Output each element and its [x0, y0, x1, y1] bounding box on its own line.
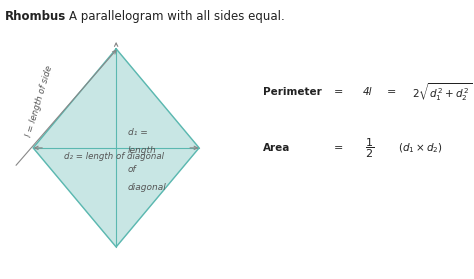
- Text: =: =: [334, 143, 344, 153]
- Text: -: -: [55, 10, 66, 23]
- Text: d₁ =: d₁ =: [128, 128, 148, 137]
- Text: Perimeter: Perimeter: [263, 87, 322, 97]
- Text: l = length of side: l = length of side: [25, 64, 55, 138]
- Text: Rhombus: Rhombus: [5, 10, 66, 23]
- Text: $(d_1 \times d_2)$: $(d_1 \times d_2)$: [398, 141, 443, 155]
- Text: d₂ = length of diagonal: d₂ = length of diagonal: [64, 152, 164, 161]
- Text: of: of: [128, 165, 137, 174]
- Text: length: length: [128, 146, 157, 155]
- Text: =: =: [386, 87, 396, 97]
- Polygon shape: [33, 49, 199, 247]
- Text: diagonal: diagonal: [128, 183, 167, 192]
- Text: $\dfrac{1}{2}$: $\dfrac{1}{2}$: [365, 136, 374, 160]
- Text: Area: Area: [263, 143, 291, 153]
- Text: 4l: 4l: [363, 87, 372, 97]
- Text: $2\sqrt{d_1^{\,2}+d_2^{\,2}}$: $2\sqrt{d_1^{\,2}+d_2^{\,2}}$: [412, 81, 473, 103]
- Text: A parallelogram with all sides equal.: A parallelogram with all sides equal.: [69, 10, 284, 23]
- Text: =: =: [334, 87, 344, 97]
